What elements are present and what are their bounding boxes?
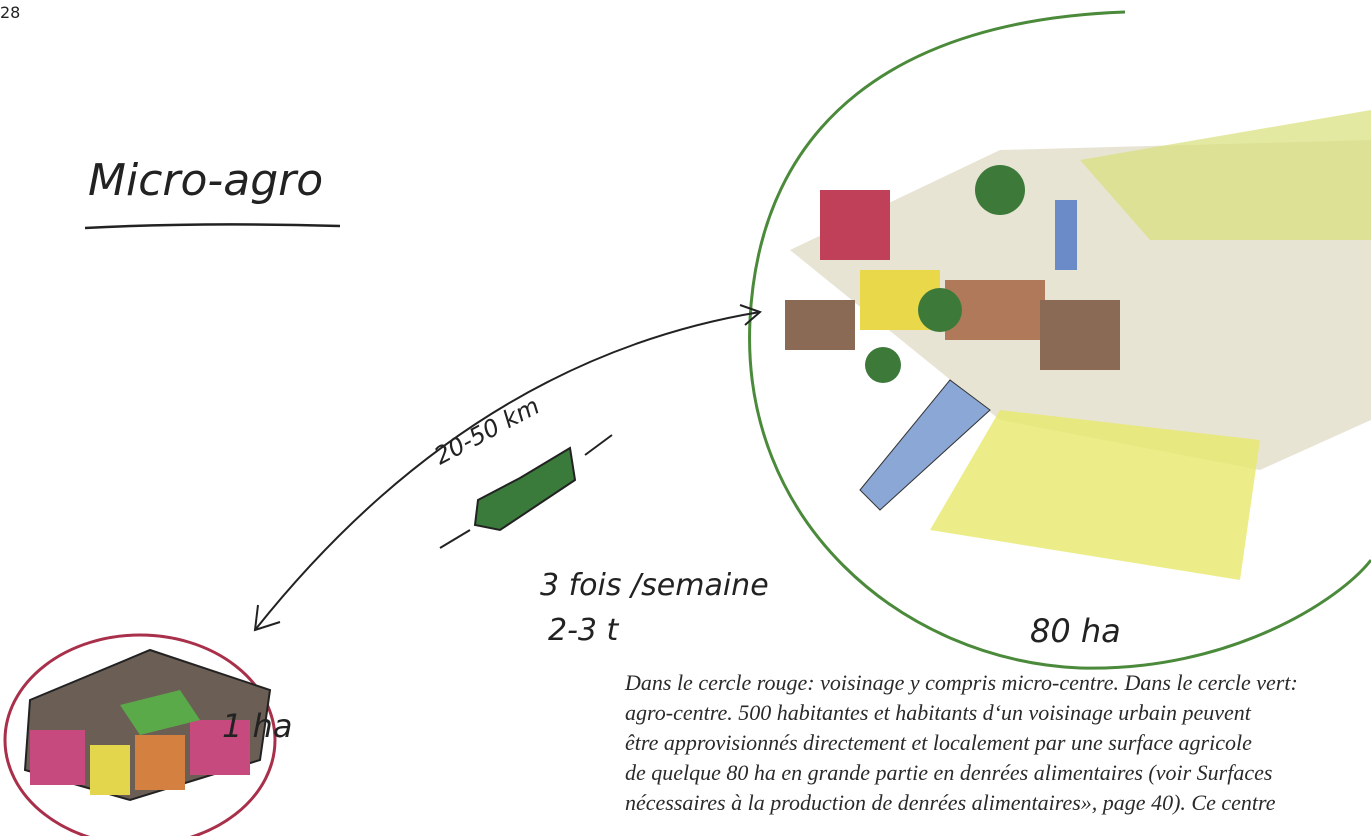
frequency-label: 3 fois /semaine [540, 568, 769, 603]
caption-line: être approvisionnés directement et local… [625, 730, 1252, 755]
title-underline [85, 224, 340, 228]
title: Micro-agro [88, 155, 323, 206]
load-label: 2-3 t [548, 613, 620, 648]
illustration-page: 28 Micro-agro 80 ha 1 ha 20-50 km 3 f [0, 0, 1371, 836]
page: 28 Micro-agro 80 ha 1 ha 20-50 km 3 f [0, 0, 1371, 836]
agro-area-label: 80 ha [1030, 612, 1121, 650]
caption-line: nécessaires à la production de denrées a… [625, 790, 1276, 815]
caption-line: agro-centre. 500 habitantes et habitants… [625, 700, 1252, 725]
caption-line: Dans le cercle rouge: voisinage y compri… [624, 670, 1298, 695]
distance-label: 20-50 km [430, 392, 544, 471]
micro-area-label: 1 ha [222, 707, 292, 745]
farm-drawing [785, 110, 1371, 580]
page-number: 28 [0, 3, 20, 22]
caption-line: de quelque 80 ha en grande partie en den… [625, 760, 1272, 785]
